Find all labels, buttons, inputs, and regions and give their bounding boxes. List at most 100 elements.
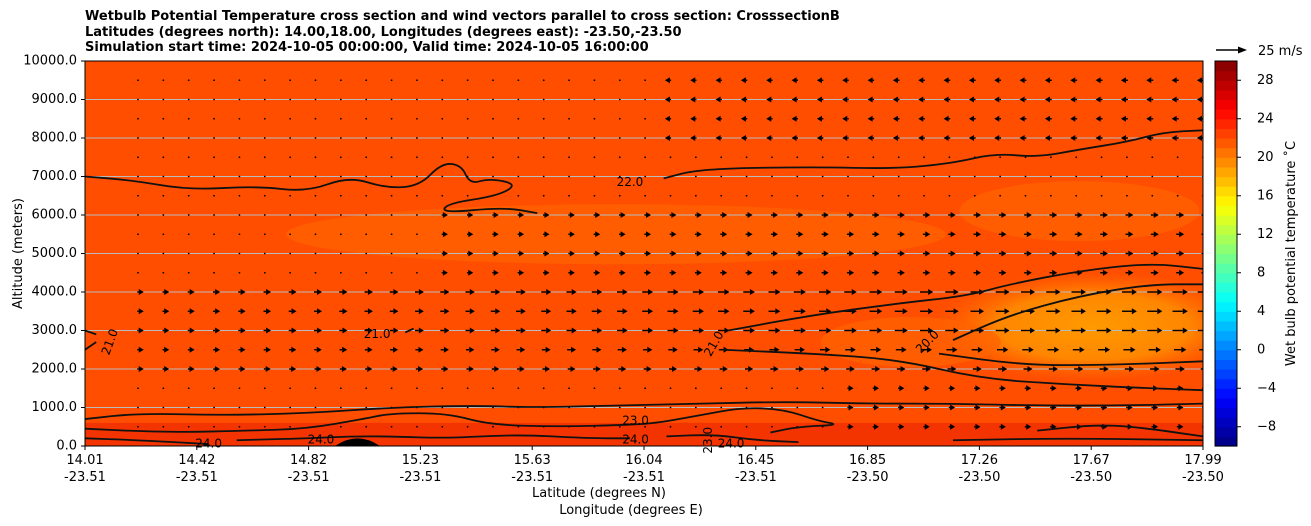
wind-vector [943,77,951,84]
x-tick-label-lon: -23.50 [1182,470,1224,485]
wind-vector [1150,231,1159,238]
wind-vector [766,77,773,84]
wind-vector [568,212,575,218]
wind-vector [694,406,697,409]
wind-vector [263,194,266,197]
wind-vector [1196,96,1203,103]
wind-vector [644,156,647,159]
wind-vector [416,271,418,274]
wind-vector [466,117,469,120]
wind-vector [492,425,494,428]
wind-vector [187,117,190,120]
wind-vector [693,346,704,353]
wind-vector [314,327,322,334]
x-tick-label-lon: -23.50 [1070,470,1112,485]
colorbar-segment [1215,253,1237,264]
colorbar-segment [1215,166,1237,178]
wind-vector [1125,250,1134,257]
wind-vector [1201,272,1203,274]
wind-vector [744,366,754,372]
wind-vector [213,98,215,101]
colorbar-segment [1215,157,1237,168]
wind-vector [847,156,849,159]
wind-vector [998,269,1007,276]
wind-vector [1075,194,1078,197]
wind-vector [1100,250,1108,257]
y-tick-label: 7000.0 [32,169,78,184]
wind-vector [999,385,1006,392]
wind-vector [720,231,728,238]
wind-vector [339,406,342,409]
x-tick-label-lat: 14.01 [66,453,103,468]
wind-vector [743,289,755,295]
wind-vector [1074,231,1083,238]
wind-vector [263,271,266,274]
wind-vector [846,250,855,257]
wind-vector [948,175,951,178]
x-axis-title-2: Longitude (degrees E) [559,503,703,518]
wind-vector [894,327,908,334]
wind-vector [339,271,342,274]
wind-vector [1098,346,1111,353]
wind-vector [1176,231,1185,238]
wind-vector [187,289,195,295]
wind-vector [389,327,399,334]
wind-vector [441,425,444,428]
wind-vector [591,289,603,295]
wind-vector [617,346,627,353]
colorbar-segment [1215,70,1237,81]
wind-vector [162,366,170,372]
x-tick-label-lat: 16.45 [737,453,774,468]
x-tick-label-lat: 15.63 [514,453,551,468]
wind-vector [664,135,672,141]
wind-vector [1146,77,1154,84]
wind-vector [137,327,144,334]
wind-vector [872,404,879,411]
wind-vector [568,156,570,159]
wind-vector [922,269,931,276]
wind-vector [263,425,266,428]
wind-vector [948,194,951,197]
wind-vector [1176,194,1179,197]
wind-vector [1048,366,1058,372]
y-axis-title: Altitude (meters) [11,198,26,309]
wind-vector [968,96,976,103]
wind-vector [846,269,855,276]
wind-vector [994,115,1002,122]
wind-vector [998,212,1007,218]
wind-vector [745,425,748,428]
wind-vector [137,406,139,409]
wind-vector [846,366,855,372]
wind-vector [416,98,418,101]
wind-vector [768,289,781,295]
wind-vector [542,175,545,178]
wind-vector [390,271,393,274]
wind-vector [618,79,621,82]
wind-vector [1024,175,1027,178]
wind-vector [263,98,266,101]
wind-vector [1200,368,1203,370]
colorbar-tick-label: 0 [1257,342,1265,357]
wind-vector [819,327,832,334]
wind-vector [1120,115,1128,122]
wind-vector [921,346,933,353]
wind-vector [213,214,215,216]
field-band-upper [285,204,946,265]
wind-vector [918,96,925,103]
wind-vector [365,137,368,139]
wind-vector [1196,77,1203,84]
wind-vector [314,214,317,216]
colorbar-segment [1215,407,1237,418]
contour-label: 22.0 [617,175,644,189]
contour-line [663,129,1203,180]
wind-vector [568,194,570,197]
wind-vector [441,269,448,276]
wind-vector [440,346,449,353]
wind-vector [187,425,190,428]
contour-line [1037,424,1203,438]
wind-vector [948,269,956,276]
wind-vector [441,137,444,139]
colorbar-tick-label: 28 [1257,73,1274,88]
wind-vector [440,289,450,295]
wind-vector [897,156,900,159]
